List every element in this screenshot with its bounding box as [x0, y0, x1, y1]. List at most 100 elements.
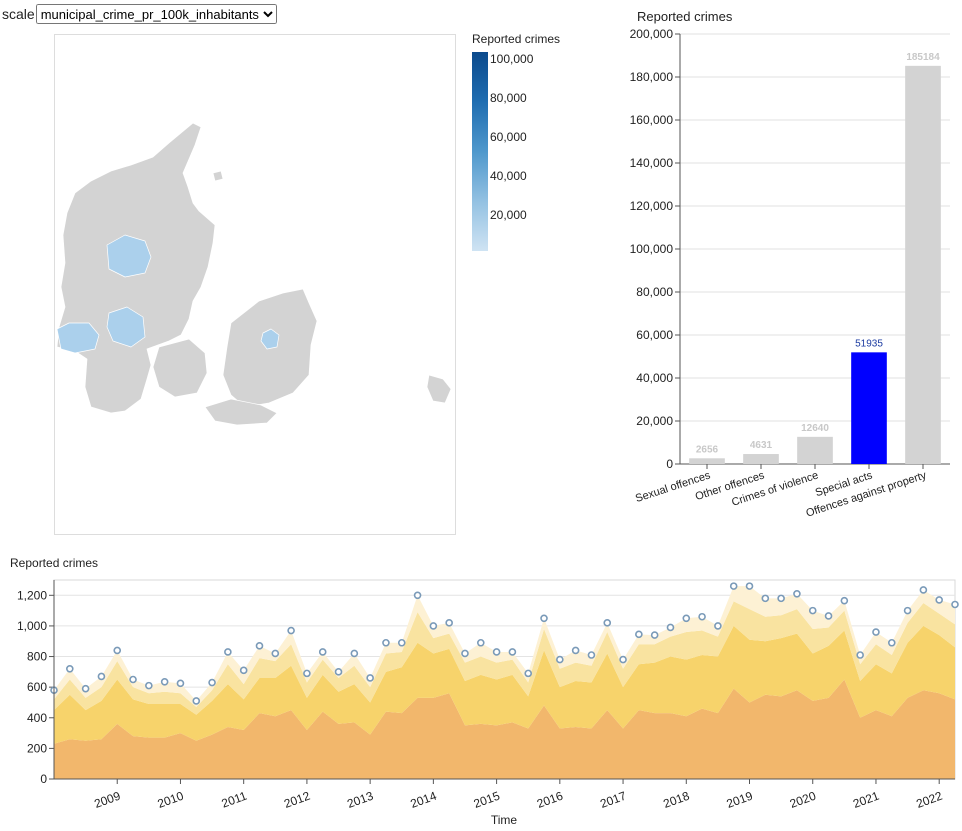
- area-data-point[interactable]: [698, 612, 706, 621]
- bar-category-label: Special acts: [814, 469, 875, 499]
- area-data-point[interactable]: [714, 622, 722, 630]
- area-data-point[interactable]: [303, 669, 311, 678]
- area-x-tick-label: 2011: [220, 789, 249, 811]
- area-data-point[interactable]: [318, 648, 327, 656]
- area-x-tick-label: 2014: [409, 789, 439, 811]
- area-data-point[interactable]: [413, 591, 422, 600]
- area-data-point[interactable]: [445, 619, 453, 627]
- area-x-tick-label: 2010: [156, 789, 186, 811]
- map-region-highlight-esbjerg[interactable]: [56, 322, 100, 354]
- area-data-point[interactable]: [271, 649, 280, 658]
- area-data-point[interactable]: [350, 649, 359, 658]
- area-data-point[interactable]: [793, 589, 801, 598]
- area-data-point[interactable]: [824, 612, 833, 620]
- bar-y-tick-label: 180,000: [630, 70, 674, 84]
- area-data-point[interactable]: [666, 623, 675, 632]
- map-legend-tick: 100,000: [490, 52, 534, 66]
- area-data-point[interactable]: [461, 649, 469, 658]
- bar-category-label: Sexual offences: [634, 469, 712, 505]
- area-data-point[interactable]: [81, 684, 90, 693]
- area-data-point[interactable]: [777, 594, 785, 603]
- area-data-point[interactable]: [334, 668, 343, 676]
- map-region-lolland[interactable]: [204, 398, 278, 426]
- area-data-point[interactable]: [761, 594, 770, 603]
- area-data-point[interactable]: [808, 606, 817, 615]
- denmark-map: [56, 122, 452, 426]
- map-legend-gradient: [472, 52, 488, 251]
- bar[interactable]: [743, 454, 779, 464]
- map-legend-tick: 80,000: [490, 91, 527, 105]
- area-data-point[interactable]: [840, 596, 849, 605]
- area-data-point[interactable]: [872, 628, 880, 636]
- area-frame: [53, 579, 956, 780]
- bar-value-label: 2656: [696, 444, 719, 455]
- area-data-point[interactable]: [524, 669, 533, 678]
- map-region-highlight-viborg[interactable]: [106, 234, 152, 278]
- area-y-tick-label: 600: [27, 680, 47, 694]
- area-data-point[interactable]: [50, 686, 58, 695]
- area-data-point[interactable]: [603, 619, 612, 627]
- area-x-tick-label: 2018: [661, 789, 691, 811]
- bar-category-label: Offences against property: [805, 469, 929, 519]
- area-data-point[interactable]: [145, 681, 153, 690]
- area-data-point[interactable]: [66, 664, 74, 673]
- bar-value-label: 185184: [906, 52, 940, 63]
- map-legend-title: Reported crimes: [472, 32, 561, 46]
- scale-select[interactable]: municipal_crime_pr_100k_inhabitants: [35, 4, 277, 24]
- area-data-point[interactable]: [176, 679, 185, 688]
- map-region-bornholm[interactable]: [426, 374, 452, 404]
- bar[interactable]: [689, 458, 725, 464]
- area-data-point[interactable]: [476, 638, 485, 647]
- area-x-tick-label: 2022: [914, 789, 944, 811]
- area-data-point[interactable]: [587, 651, 596, 659]
- area-data-point[interactable]: [903, 606, 912, 615]
- area-data-point[interactable]: [366, 674, 374, 682]
- area-data-point[interactable]: [540, 614, 548, 623]
- area-data-point[interactable]: [508, 648, 517, 656]
- area-data-point[interactable]: [887, 638, 896, 647]
- area-data-point[interactable]: [382, 638, 390, 647]
- map-region-funen[interactable]: [152, 338, 208, 398]
- area-data-point[interactable]: [951, 600, 959, 609]
- area-data-point[interactable]: [571, 646, 580, 655]
- area-y-tick-label: 800: [27, 650, 47, 664]
- area-data-point[interactable]: [224, 648, 232, 656]
- map-region-laeso[interactable]: [212, 170, 224, 182]
- bar-y-tick-label: 200,000: [630, 27, 674, 41]
- area-data-point[interactable]: [729, 582, 738, 590]
- area-data-point[interactable]: [129, 675, 137, 684]
- area-data-point[interactable]: [429, 622, 438, 630]
- map-region-highlight-copenhagen[interactable]: [260, 328, 280, 350]
- area-x-tick-label: 2020: [788, 789, 818, 811]
- area-data-point[interactable]: [650, 631, 659, 639]
- area-data-point[interactable]: [192, 697, 201, 705]
- bar-y-tick-label: 140,000: [630, 156, 674, 170]
- area-data-point[interactable]: [492, 648, 501, 656]
- area-data-point[interactable]: [239, 666, 248, 675]
- area-data-point[interactable]: [919, 586, 928, 594]
- area-data-point[interactable]: [745, 582, 754, 590]
- area-data-point[interactable]: [635, 630, 643, 639]
- area-data-point[interactable]: [397, 638, 406, 647]
- area-data-point[interactable]: [682, 614, 691, 623]
- map-legend-tick: 40,000: [490, 169, 527, 183]
- area-data-point[interactable]: [287, 626, 295, 635]
- area-y-tick-label: 200: [27, 741, 47, 755]
- area-data-point[interactable]: [113, 646, 122, 655]
- area-data-point[interactable]: [856, 651, 864, 659]
- area-data-point[interactable]: [255, 642, 264, 650]
- bar-value-label: 51935: [855, 338, 883, 349]
- map-region-highlight-aarhus[interactable]: [106, 306, 146, 348]
- area-data-point[interactable]: [556, 655, 564, 664]
- area-data-point[interactable]: [208, 678, 216, 687]
- area-data-point[interactable]: [935, 596, 943, 604]
- area-data-point[interactable]: [97, 672, 106, 681]
- scale-control: scale municipal_crime_pr_100k_inhabitant…: [2, 4, 277, 24]
- bar[interactable]: [797, 436, 833, 464]
- bar[interactable]: [905, 65, 941, 464]
- area-x-axis-label: Time: [491, 813, 518, 827]
- area-data-point[interactable]: [160, 677, 169, 686]
- bar[interactable]: [851, 352, 887, 464]
- area-data-point[interactable]: [619, 655, 627, 664]
- map-panel: [54, 34, 456, 535]
